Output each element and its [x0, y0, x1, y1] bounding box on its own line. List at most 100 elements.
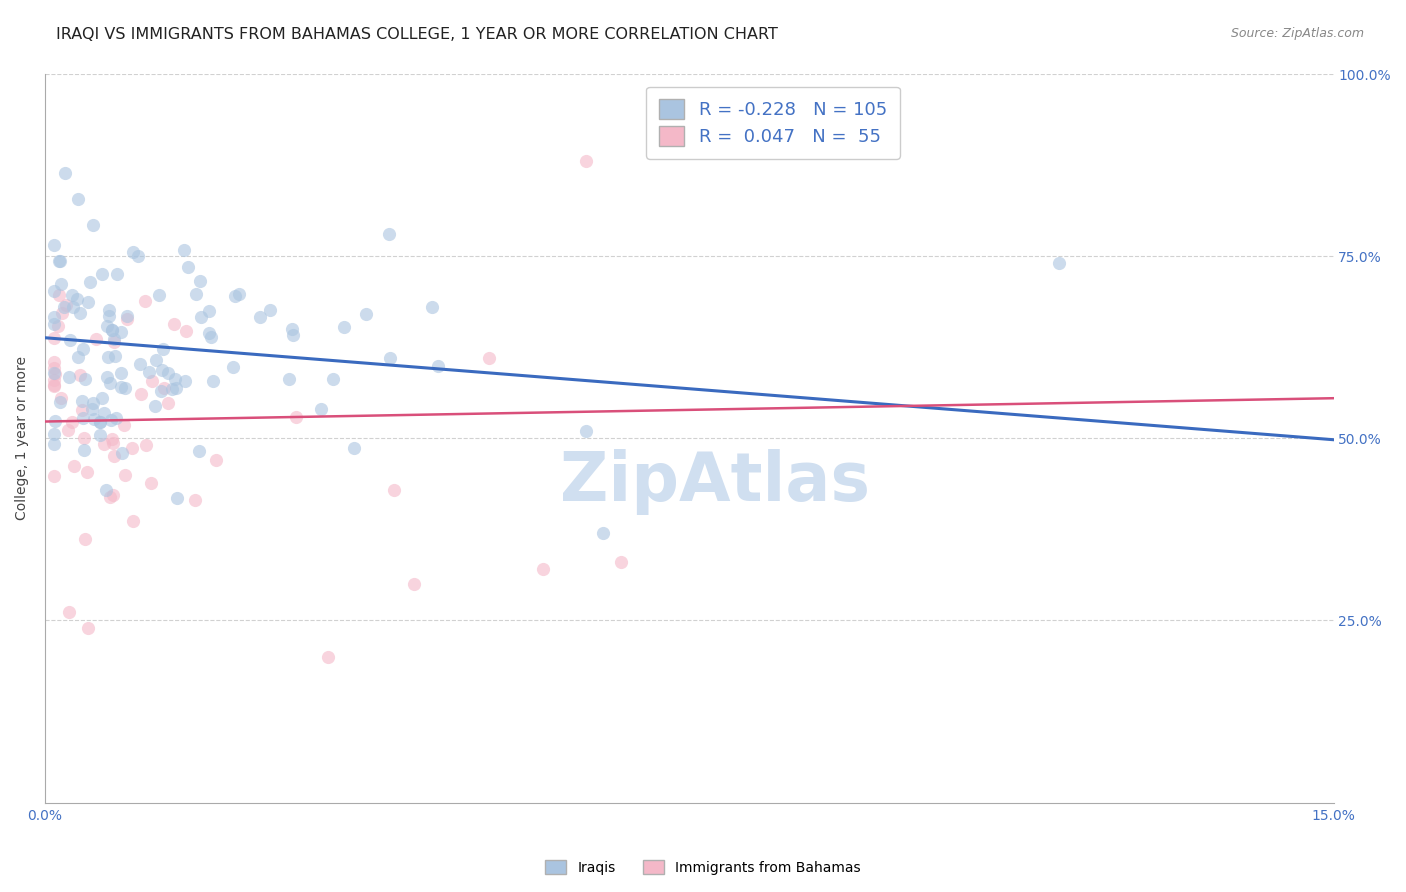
- Immigrants from Bahamas: [382, 483, 405, 497]
- Iraqis: [224, 288, 246, 302]
- Iraqis: [79, 275, 101, 289]
- Iraqis: [69, 306, 91, 320]
- Iraqis: [60, 288, 83, 302]
- Iraqis: [101, 323, 124, 337]
- Iraqis: [42, 436, 65, 450]
- Immigrants from Bahamas: [42, 354, 65, 368]
- Iraqis: [145, 400, 167, 414]
- Iraqis: [420, 300, 443, 314]
- Iraqis: [42, 317, 65, 331]
- Iraqis: [82, 396, 104, 410]
- Immigrants from Bahamas: [163, 317, 186, 331]
- Iraqis: [380, 351, 402, 365]
- Iraqis: [165, 381, 187, 395]
- Iraqis: [309, 402, 332, 417]
- Iraqis: [98, 303, 121, 318]
- Iraqis: [42, 427, 65, 442]
- Iraqis: [89, 415, 111, 429]
- Iraqis: [333, 320, 356, 334]
- Iraqis: [127, 249, 149, 263]
- Iraqis: [73, 442, 96, 457]
- Iraqis: [1047, 256, 1070, 270]
- Iraqis: [110, 325, 132, 339]
- Iraqis: [575, 424, 598, 438]
- Iraqis: [58, 369, 80, 384]
- Iraqis: [114, 380, 136, 394]
- Iraqis: [55, 166, 77, 180]
- Iraqis: [166, 491, 188, 506]
- Immigrants from Bahamas: [112, 417, 135, 432]
- Iraqis: [121, 244, 143, 259]
- Iraqis: [72, 342, 94, 356]
- Iraqis: [110, 380, 132, 394]
- Iraqis: [103, 332, 125, 346]
- Immigrants from Bahamas: [73, 532, 96, 546]
- Immigrants from Bahamas: [98, 490, 121, 504]
- Iraqis: [89, 427, 111, 442]
- Iraqis: [48, 394, 70, 409]
- Iraqis: [59, 333, 82, 347]
- Immigrants from Bahamas: [63, 458, 86, 473]
- Immigrants from Bahamas: [103, 435, 125, 450]
- Immigrants from Bahamas: [42, 374, 65, 388]
- Iraqis: [83, 412, 105, 426]
- Immigrants from Bahamas: [103, 335, 125, 350]
- Iraqis: [162, 382, 184, 396]
- Immigrants from Bahamas: [86, 332, 108, 346]
- Iraqis: [322, 372, 344, 386]
- Iraqis: [148, 288, 170, 302]
- Immigrants from Bahamas: [174, 324, 197, 338]
- Iraqis: [96, 483, 118, 497]
- Immigrants from Bahamas: [42, 469, 65, 483]
- Iraqis: [188, 274, 211, 288]
- Immigrants from Bahamas: [101, 487, 124, 501]
- Immigrants from Bahamas: [42, 378, 65, 392]
- Iraqis: [49, 254, 72, 268]
- Immigrants from Bahamas: [141, 374, 163, 388]
- Immigrants from Bahamas: [76, 465, 98, 479]
- Immigrants from Bahamas: [73, 431, 96, 445]
- Iraqis: [96, 319, 118, 334]
- Immigrants from Bahamas: [318, 649, 340, 664]
- Iraqis: [66, 293, 89, 307]
- Immigrants from Bahamas: [284, 409, 307, 424]
- Iraqis: [110, 446, 132, 460]
- Immigrants from Bahamas: [56, 423, 79, 437]
- Iraqis: [67, 350, 90, 364]
- Iraqis: [281, 321, 304, 335]
- Iraqis: [278, 371, 301, 385]
- Iraqis: [354, 307, 377, 321]
- Immigrants from Bahamas: [478, 351, 501, 366]
- Iraqis: [105, 411, 128, 425]
- Immigrants from Bahamas: [46, 318, 69, 333]
- Iraqis: [221, 360, 243, 375]
- Iraqis: [80, 402, 103, 417]
- Iraqis: [91, 392, 114, 406]
- Immigrants from Bahamas: [122, 514, 145, 528]
- Immigrants from Bahamas: [101, 432, 124, 446]
- Immigrants from Bahamas: [139, 476, 162, 491]
- Iraqis: [98, 376, 121, 390]
- Immigrants from Bahamas: [69, 368, 91, 383]
- Immigrants from Bahamas: [156, 396, 179, 410]
- Immigrants from Bahamas: [115, 311, 138, 326]
- Iraqis: [42, 285, 65, 299]
- Iraqis: [82, 219, 104, 233]
- Iraqis: [62, 301, 84, 315]
- Iraqis: [343, 441, 366, 455]
- Immigrants from Bahamas: [121, 442, 143, 456]
- Immigrants from Bahamas: [93, 436, 115, 450]
- Iraqis: [184, 287, 207, 301]
- Iraqis: [156, 366, 179, 380]
- Immigrants from Bahamas: [51, 391, 73, 405]
- Iraqis: [67, 192, 90, 206]
- Iraqis: [103, 350, 125, 364]
- Iraqis: [165, 372, 187, 386]
- Immigrants from Bahamas: [55, 298, 77, 312]
- Iraqis: [173, 374, 195, 388]
- Iraqis: [89, 415, 111, 429]
- Immigrants from Bahamas: [58, 605, 80, 619]
- Iraqis: [105, 267, 128, 281]
- Iraqis: [377, 227, 399, 242]
- Iraqis: [177, 260, 200, 274]
